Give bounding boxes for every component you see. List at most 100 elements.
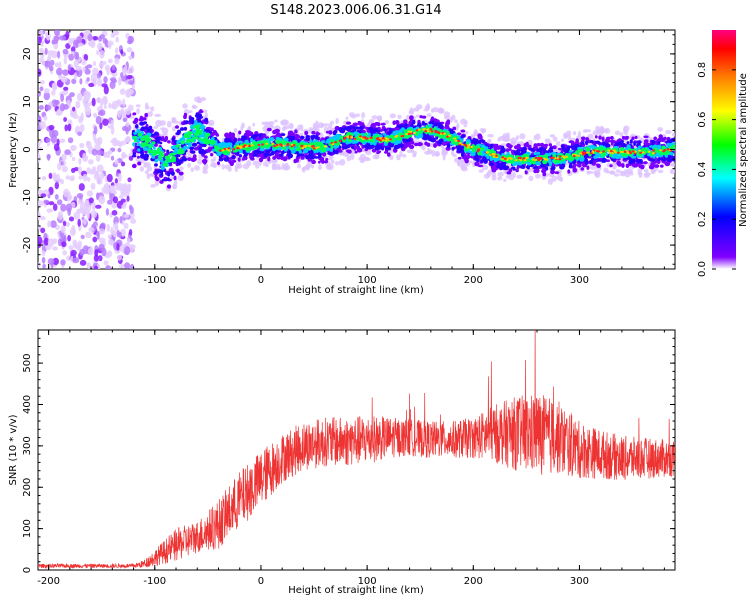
spectrogram-halo-cell xyxy=(478,169,484,173)
spectrogram-noise-cell xyxy=(44,237,49,246)
spectrogram-noise-cell xyxy=(102,118,109,126)
spectrogram-peak-cell xyxy=(454,139,458,142)
spectrogram-ridge-cell xyxy=(328,130,333,135)
spectrogram-peak-cell xyxy=(300,144,304,148)
spectrogram-peak-cell xyxy=(514,159,518,162)
spectrogram-noise-cell xyxy=(122,117,128,123)
spectrogram-ridge-cell xyxy=(447,143,451,148)
spectrogram-ridge-cell xyxy=(533,152,537,156)
spectrogram-noise-cell xyxy=(91,148,98,156)
spectrogram-noise-cell xyxy=(84,68,91,75)
spectrogram-ridge-cell xyxy=(477,133,483,139)
spectrogram-ridge-cell xyxy=(161,178,167,182)
spectrogram-ridge-cell xyxy=(238,130,242,135)
spectrogram-y-tick-label: 20 xyxy=(22,48,33,61)
spectrogram-noise-cell xyxy=(51,99,58,108)
spectrogram-noise-cell xyxy=(60,93,64,102)
spectrogram-peak-cell xyxy=(301,147,304,150)
spectrogram-noise-cell xyxy=(108,102,112,109)
spectrogram-noise-cell xyxy=(51,82,57,90)
spectrogram-halo-cell xyxy=(150,106,155,112)
spectrogram-peak-cell xyxy=(476,150,480,153)
spectrogram-peak-cell xyxy=(405,133,408,136)
spectrogram-noise-cell xyxy=(85,199,90,204)
spectrogram-ridge-cell xyxy=(580,136,586,141)
spectrogram-ridge-cell xyxy=(154,163,158,167)
spectrogram-halo-cell xyxy=(179,166,184,171)
spectrogram-ridge-cell xyxy=(322,152,327,157)
spectrogram-peak-cell xyxy=(413,131,416,135)
spectrogram-noise-cell xyxy=(77,240,82,249)
spectrogram-ridge-cell xyxy=(543,148,546,153)
spectrogram-ridge-cell xyxy=(213,130,217,134)
spectrogram-noise-cell xyxy=(57,211,64,220)
spectrogram-halo-cell xyxy=(487,133,494,138)
spectrogram-ridge-cell xyxy=(300,155,305,160)
spectrogram-ridge-cell xyxy=(296,153,301,157)
spectrogram-noise-cell xyxy=(62,48,69,55)
spectrogram-ridge-cell xyxy=(229,161,234,167)
spectrogram-ridge-cell xyxy=(191,142,198,147)
spectrogram-ridge-cell xyxy=(347,125,353,131)
spectrogram-ridge-cell xyxy=(653,164,660,168)
spectrogram-ridge-cell xyxy=(325,147,331,151)
spectrogram-halo-cell xyxy=(424,105,431,110)
spectrogram-ridge-cell xyxy=(175,132,181,136)
spectrogram-noise-cell xyxy=(39,47,44,53)
spectrogram-halo-cell xyxy=(147,111,153,117)
spectrogram-noise-cell xyxy=(99,49,105,59)
spectrogram-noise-cell xyxy=(75,125,81,133)
spectrogram-ridge-cell xyxy=(327,151,333,155)
spectrogram-ridge-cell xyxy=(550,169,555,175)
spectrogram-ridge-cell xyxy=(536,162,542,166)
spectrogram-halo-cell xyxy=(252,122,256,127)
spectrogram-ridge-cell xyxy=(252,140,257,146)
spectrogram-ridge-cell xyxy=(142,121,148,125)
spectrogram-halo-cell xyxy=(598,127,605,135)
spectrogram-ridge-cell xyxy=(238,140,243,144)
spectrogram-y-tick-label: 0 xyxy=(22,146,33,152)
spectrogram-halo-cell xyxy=(397,114,402,120)
spectrogram-ridge-cell xyxy=(389,142,395,148)
spectrogram-ridge-cell xyxy=(170,171,175,176)
spectrogram-halo-cell xyxy=(144,170,149,175)
spectrogram-ridge-cell xyxy=(428,123,433,127)
spectrogram-ridge-cell xyxy=(507,154,513,158)
spectrogram-noise-cell xyxy=(56,67,63,76)
spectrogram-noise-cell xyxy=(62,250,67,256)
spectrogram-ridge-cell xyxy=(317,160,321,164)
spectrogram-noise-cell xyxy=(41,176,47,181)
spectrogram-halo-cell xyxy=(439,107,443,112)
spectrogram-noise-cell xyxy=(73,59,79,68)
spectrogram-noise-cell xyxy=(67,123,72,132)
spectrogram-ridge-cell xyxy=(183,133,189,139)
spectrogram-halo-cell xyxy=(520,141,525,147)
spectrogram-noise-cell xyxy=(103,104,107,109)
spectrogram-ridge-cell xyxy=(394,144,400,150)
spectrogram-ridge-cell xyxy=(576,163,582,168)
spectrogram-ridge-cell xyxy=(244,153,248,157)
spectrogram-noise-cell xyxy=(122,98,126,107)
spectrogram-peak-cell xyxy=(583,151,587,155)
spectrogram-ridge-cell xyxy=(538,146,544,151)
spectrogram-peak-cell xyxy=(238,145,242,149)
spectrogram-halo-cell xyxy=(210,158,215,163)
spectrogram-ridge-cell xyxy=(571,146,575,150)
spectrogram-ridge-cell xyxy=(585,140,589,146)
spectrogram-ridge-cell xyxy=(391,136,396,141)
spectrogram-noise-cell xyxy=(120,198,126,203)
spectrogram-halo-cell xyxy=(339,159,346,166)
spectrogram-halo-cell xyxy=(624,171,631,178)
spectrogram-noise-cell xyxy=(124,262,131,269)
spectrogram-noise-cell xyxy=(62,69,69,76)
spectrogram-peak-cell xyxy=(271,142,275,145)
spectrogram-ridge-cell xyxy=(547,160,551,163)
spectrogram-halo-cell xyxy=(409,147,415,153)
spectrogram-ridge-cell xyxy=(460,129,466,133)
spectrogram-peak-cell xyxy=(642,151,645,154)
spectrogram-noise-cell xyxy=(53,143,60,152)
spectrogram-noise-cell xyxy=(99,34,105,40)
spectrogram-noise-cell xyxy=(54,30,60,36)
spectrogram-ridge-cell xyxy=(148,144,153,149)
spectrogram-y-tick-label: -20 xyxy=(22,237,33,253)
